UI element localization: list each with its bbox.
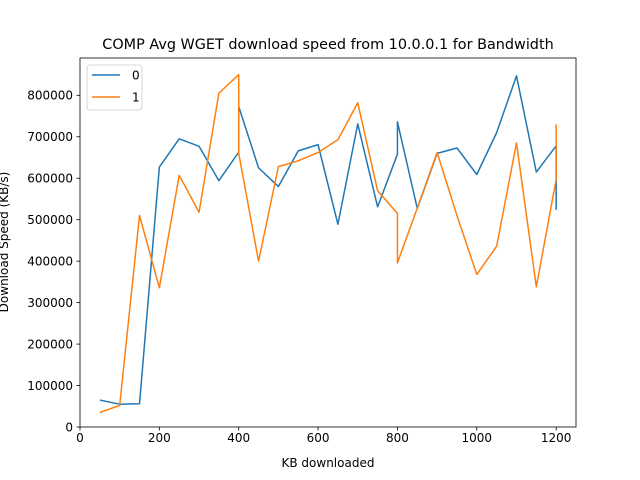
y-tick-label: 400000 xyxy=(27,254,73,268)
x-tick-label: 1000 xyxy=(462,431,493,445)
series-layer xyxy=(99,73,557,414)
y-tick-label: 100000 xyxy=(27,379,73,393)
x-tick-label: 400 xyxy=(227,431,250,445)
legend: 01 xyxy=(86,64,143,111)
chart-title: COMP Avg WGET download speed from 10.0.0… xyxy=(102,37,553,53)
y-tick-label: 700000 xyxy=(27,130,73,144)
y-tick-label: 300000 xyxy=(27,296,73,310)
x-tick-label: 800 xyxy=(386,431,409,445)
legend-label-0: 0 xyxy=(132,68,140,82)
y-tick-label: 200000 xyxy=(27,337,73,351)
series-line-0 xyxy=(99,75,557,405)
plot-area xyxy=(79,57,577,428)
y-axis-label: Download Speed (KB/s) xyxy=(0,172,11,313)
x-tick-label: 600 xyxy=(307,431,330,445)
legend-label-1: 1 xyxy=(132,90,140,104)
x-tick-label: 0 xyxy=(76,431,84,445)
legend-box xyxy=(86,64,143,111)
x-axis: 0 200 400 600 800 1000 1200 xyxy=(76,427,571,445)
series-line-1 xyxy=(99,73,557,414)
y-tick-label: 800000 xyxy=(27,89,73,103)
plot-frame xyxy=(79,57,577,428)
y-axis: 0 100000 200000 300000 400000 500000 600000 700… xyxy=(27,89,80,434)
x-axis-label: KB downloaded xyxy=(282,456,375,470)
y-tick-label: 500000 xyxy=(27,213,73,227)
x-tick-label: 1200 xyxy=(541,431,572,445)
y-tick-label: 600000 xyxy=(27,172,73,186)
y-tick-label: 0 xyxy=(65,420,73,434)
x-tick-label: 200 xyxy=(148,431,171,445)
